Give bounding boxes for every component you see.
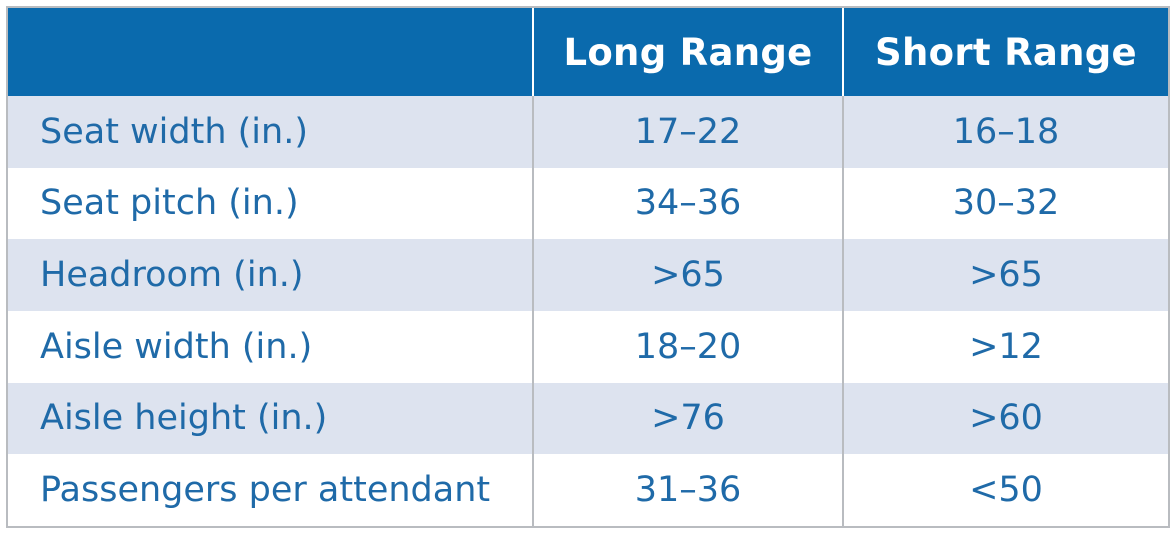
header-row: Long Range Short Range <box>8 8 1168 96</box>
table-row: Headroom (in.) >65 >65 <box>8 239 1168 311</box>
row-label: Seat pitch (in.) <box>8 167 533 240</box>
short-range-value: 16–18 <box>842 96 1168 168</box>
long-range-value: >65 <box>532 239 843 311</box>
short-range-value: >60 <box>842 382 1168 455</box>
comparison-table-container: Long Range Short Range Seat width (in.) … <box>6 6 1170 528</box>
header-empty-cell <box>8 8 533 96</box>
row-label: Seat width (in.) <box>8 96 533 168</box>
cabin-dimensions-table: Long Range Short Range Seat width (in.) … <box>8 8 1168 526</box>
table-row: Passengers per attendant 31–36 <50 <box>8 454 1168 526</box>
row-label: Passengers per attendant <box>8 454 533 526</box>
short-range-value: >65 <box>842 239 1168 311</box>
long-range-value: 17–22 <box>532 96 843 168</box>
long-range-value: 18–20 <box>532 310 843 383</box>
header-long-range: Long Range <box>532 8 843 96</box>
row-label: Aisle width (in.) <box>8 310 533 383</box>
row-label: Aisle height (in.) <box>8 382 533 455</box>
short-range-value: >12 <box>842 310 1168 383</box>
long-range-value: 34–36 <box>532 167 843 240</box>
table-row: Seat width (in.) 17–22 16–18 <box>8 96 1168 168</box>
long-range-value: 31–36 <box>532 454 843 526</box>
table-row: Aisle height (in.) >76 >60 <box>8 382 1168 455</box>
long-range-value: >76 <box>532 382 843 455</box>
header-short-range: Short Range <box>842 8 1168 96</box>
table-row: Aisle width (in.) 18–20 >12 <box>8 310 1168 383</box>
short-range-value: <50 <box>842 454 1168 526</box>
table-row: Seat pitch (in.) 34–36 30–32 <box>8 167 1168 240</box>
row-label: Headroom (in.) <box>8 239 533 311</box>
short-range-value: 30–32 <box>842 167 1168 240</box>
